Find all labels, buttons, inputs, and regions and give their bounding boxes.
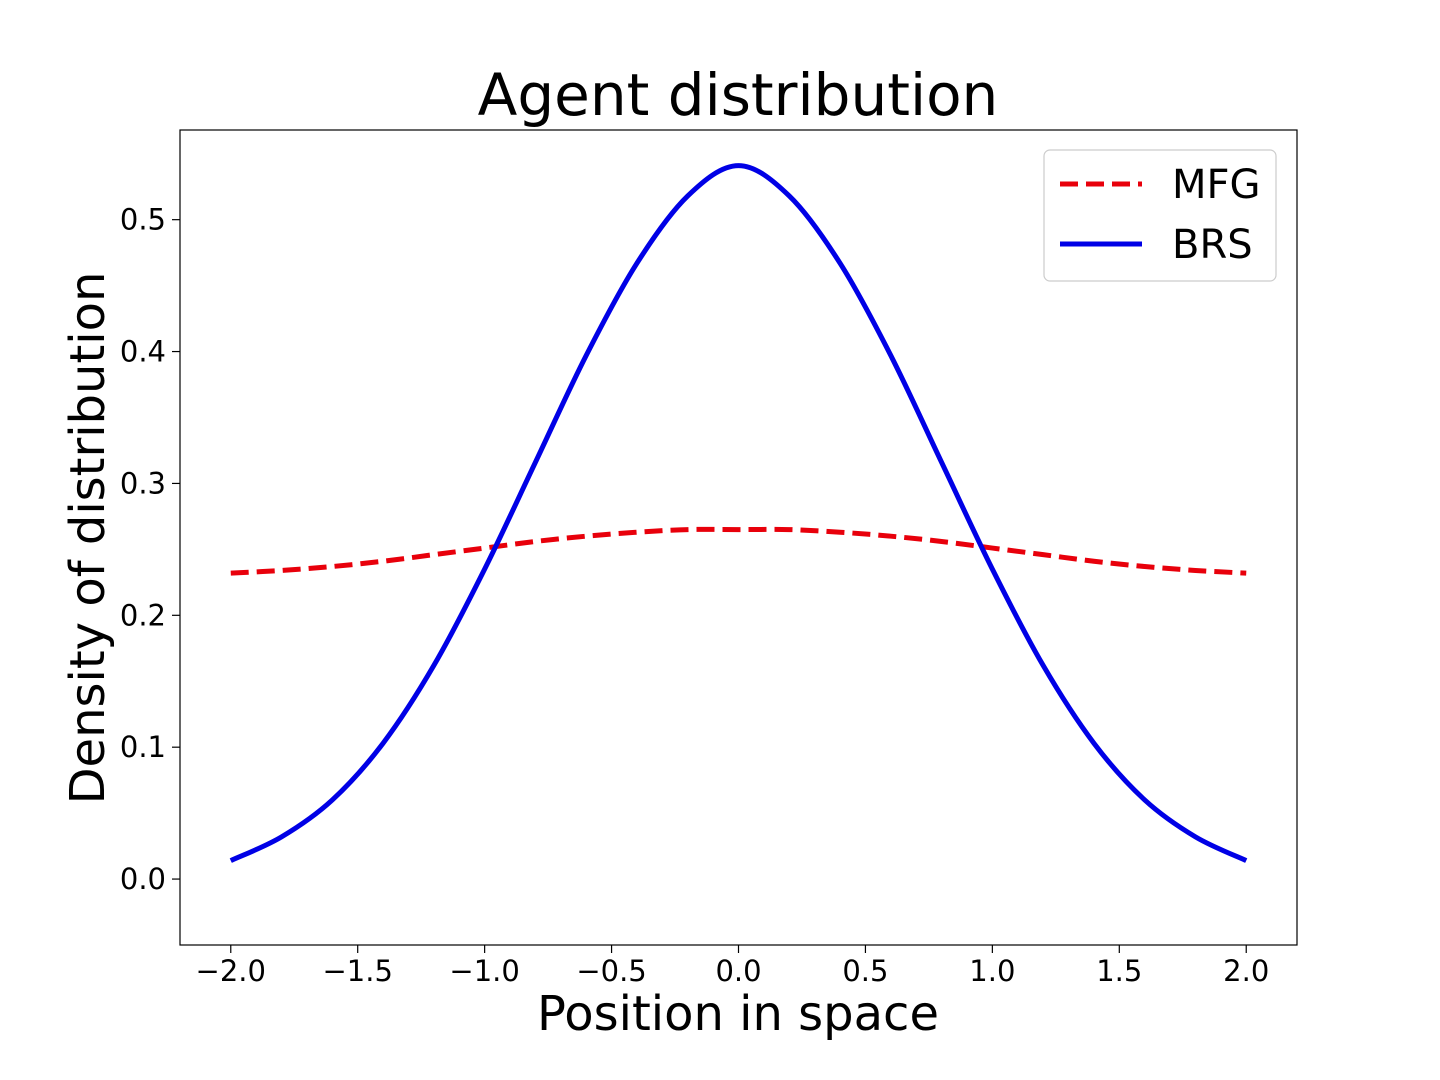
x-tick-label: −2.0 bbox=[196, 954, 266, 988]
y-tick-label: 0.3 bbox=[120, 466, 166, 500]
series-line-mfg bbox=[230, 526, 1247, 576]
legend-label-mfg: MFG bbox=[1172, 162, 1261, 208]
series-line-brs bbox=[229, 163, 1248, 863]
chart-title: Agent distribution bbox=[478, 61, 999, 129]
y-tick-label: 0.4 bbox=[120, 335, 166, 369]
y-axis: 0.0 0.1 0.2 0.3 0.4 0.5 bbox=[120, 203, 180, 896]
legend: MFG BRS bbox=[1043, 149, 1277, 282]
x-tick-label: 1.0 bbox=[969, 954, 1015, 988]
series-layer bbox=[229, 163, 1248, 863]
x-tick-label: 1.5 bbox=[1096, 954, 1142, 988]
legend-label-brs: BRS bbox=[1172, 222, 1253, 268]
x-tick-label: −1.5 bbox=[322, 954, 392, 988]
y-axis-label: Density of distribution bbox=[60, 272, 116, 805]
x-tick-label: −0.5 bbox=[576, 954, 646, 988]
x-tick-label: 0.0 bbox=[715, 954, 761, 988]
x-tick-label: 2.0 bbox=[1223, 954, 1269, 988]
y-tick-label: 0.1 bbox=[120, 730, 166, 764]
y-tick-label: 0.2 bbox=[120, 598, 166, 632]
y-tick-label: 0.0 bbox=[120, 862, 166, 896]
y-tick-label: 0.5 bbox=[120, 203, 166, 237]
x-axis-label: Position in space bbox=[537, 986, 939, 1042]
x-tick-label: 0.5 bbox=[842, 954, 888, 988]
x-tick-label: −1.0 bbox=[449, 954, 519, 988]
x-axis: −2.0 −1.5 −1.0 −0.5 0.0 0.5 1.0 1.5 2.0 bbox=[196, 945, 1269, 988]
